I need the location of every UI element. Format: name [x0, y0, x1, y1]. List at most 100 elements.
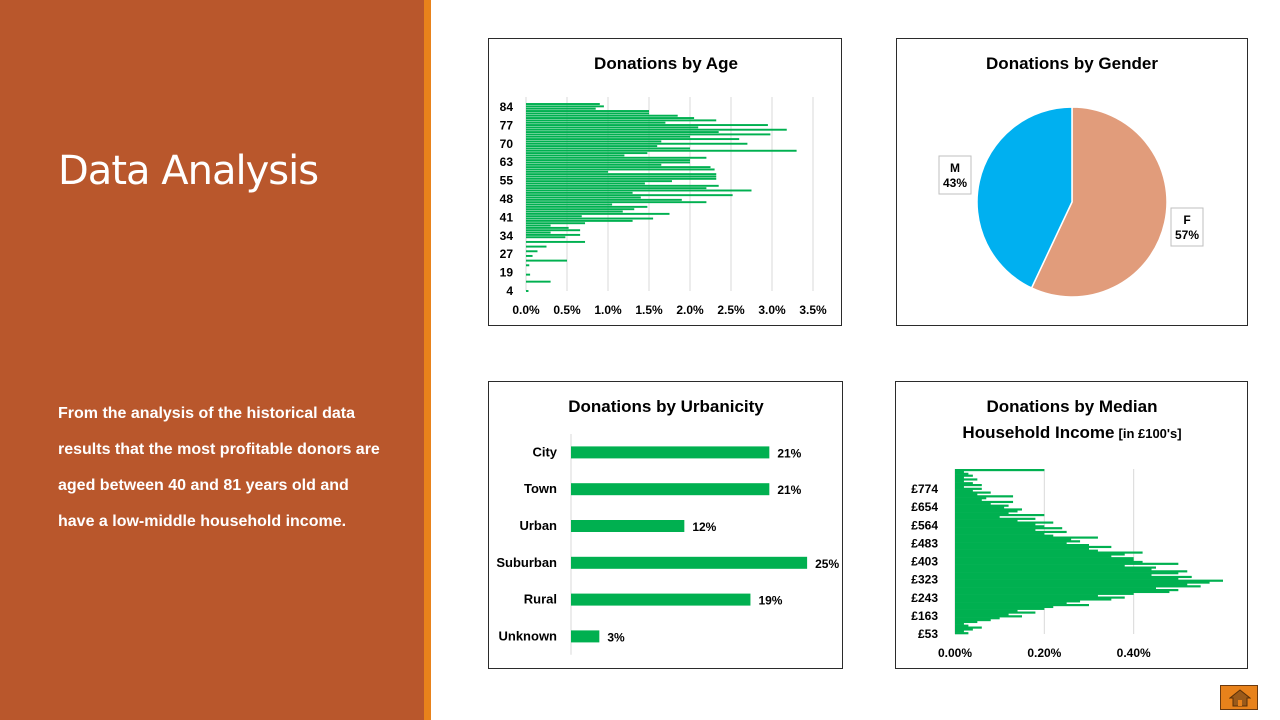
accent-bar [424, 0, 431, 720]
data-label: 19% [758, 594, 782, 608]
bar [955, 557, 1134, 560]
y-tick-label: 19 [500, 266, 514, 280]
bar [526, 105, 604, 108]
bar [526, 264, 530, 267]
category-label: Rural [524, 592, 557, 607]
home-icon [1229, 689, 1251, 707]
bar [955, 630, 964, 633]
bar [526, 198, 682, 201]
y-tick-label: 77 [500, 118, 514, 132]
bar [955, 515, 1000, 519]
bar [526, 187, 707, 190]
x-tick-label: 0.40% [1117, 646, 1151, 660]
bar [955, 495, 1014, 498]
y-tick-label: 41 [500, 210, 514, 224]
category-label: Town [524, 481, 557, 496]
bar [526, 149, 797, 152]
x-tick-label: 0.0% [512, 303, 540, 317]
home-button[interactable] [1220, 685, 1258, 710]
bar [955, 487, 982, 490]
bar [526, 159, 690, 162]
data-label: 3% [607, 630, 625, 644]
bar [955, 500, 1014, 504]
bar [571, 483, 770, 496]
bar [571, 593, 751, 606]
bar [955, 512, 1009, 515]
bar [955, 587, 1156, 590]
bar [955, 493, 978, 496]
bar [955, 632, 969, 635]
bar [955, 523, 1036, 526]
category-label: City [532, 444, 557, 459]
bar [955, 611, 1036, 614]
y-tick-label: £774 [911, 482, 938, 496]
category-label: Urban [519, 518, 557, 533]
y-tick-label: 70 [500, 137, 514, 151]
bar [526, 170, 608, 173]
bar [526, 161, 690, 164]
chart-title: Donations by Gender [986, 54, 1158, 73]
bar [526, 117, 695, 120]
bar [526, 173, 717, 176]
bar [955, 615, 1022, 618]
y-tick-label: £654 [911, 500, 938, 514]
body-text: From the analysis of the historical data… [58, 405, 380, 530]
bar [526, 210, 623, 213]
bar [955, 594, 1098, 597]
chart-title-line2: Household Income [in £100's] [962, 423, 1181, 442]
bar [955, 572, 1179, 575]
bar [526, 142, 748, 145]
age-chart: Donations by Age 0.0% 0.5% 1.0% 1.5% 2.0% 2.5%… [488, 38, 842, 326]
bar [526, 226, 569, 229]
bar [955, 538, 1072, 541]
gender-chart-svg: Donations by Gender F57% M43% [938, 54, 1204, 298]
data-label: 21% [777, 483, 801, 497]
chart-title-suffix: [in £100's] [1119, 426, 1182, 441]
urbanicity-chart: Donations by Urbanicity City 21% Town 21% Urb… [488, 381, 843, 669]
bar [955, 570, 1188, 573]
x-tick-label: 2.5% [717, 303, 745, 317]
bar [526, 135, 690, 138]
bar [526, 222, 586, 225]
bar [955, 617, 1000, 620]
bar [955, 478, 978, 481]
bar [955, 480, 964, 483]
bar [955, 506, 1005, 509]
bar [526, 191, 633, 194]
bar [955, 609, 1018, 612]
bar [955, 485, 964, 489]
bar [955, 497, 987, 500]
bar [526, 233, 581, 236]
bar [526, 147, 690, 150]
y-tick-label: £53 [918, 627, 938, 641]
bar [955, 562, 1179, 565]
bar [526, 107, 596, 110]
bar [526, 126, 699, 129]
bar [526, 145, 658, 148]
bar [526, 215, 582, 218]
bar [526, 250, 538, 253]
bar [526, 163, 662, 166]
bar [526, 280, 551, 283]
bar [526, 112, 649, 115]
bar [526, 175, 717, 178]
chart-title: Donations by Age [594, 54, 738, 73]
bar [955, 519, 1018, 522]
bar [955, 489, 973, 492]
bar [526, 273, 531, 276]
bar [955, 549, 1098, 552]
bar [955, 476, 964, 479]
bar [955, 544, 1089, 547]
bar [955, 530, 1067, 534]
y-tick-label: £243 [911, 591, 938, 605]
y-tick-label: 34 [500, 229, 514, 243]
bar [955, 553, 1125, 556]
pie-label: M [950, 161, 960, 175]
bar [571, 520, 685, 532]
bar [526, 114, 678, 117]
bar [955, 575, 1192, 579]
bar [955, 545, 1112, 549]
slide-title: Data Analysis [58, 148, 319, 194]
bar [955, 499, 982, 502]
pie-value: 43% [943, 176, 967, 190]
